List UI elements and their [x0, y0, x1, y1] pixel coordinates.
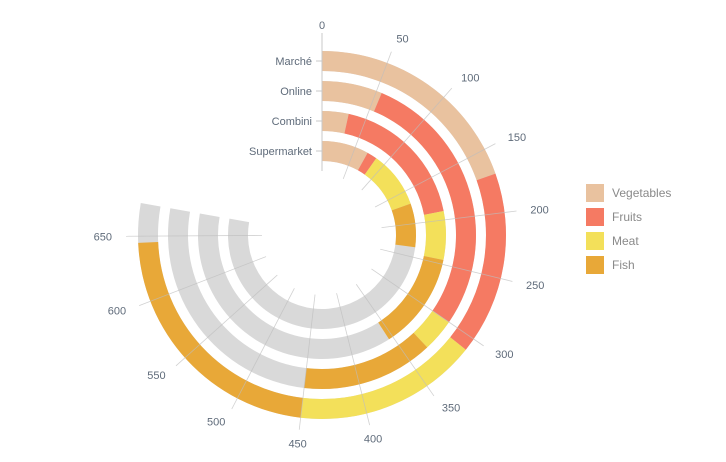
tick-label-350: 350 — [442, 402, 460, 414]
legend-label-fruits: Fruits — [612, 210, 642, 224]
category-label-combini: Combini — [272, 116, 312, 128]
bar-marché-fish — [138, 241, 303, 418]
grid-spoke-200 — [381, 210, 517, 229]
bar-marché-meat — [300, 337, 466, 420]
tick-label-150: 150 — [508, 132, 526, 144]
grid-spoke-400 — [336, 293, 371, 426]
legend-label-fish: Fish — [612, 258, 635, 272]
bar-online-meat — [413, 310, 449, 348]
tick-label-250: 250 — [526, 280, 544, 292]
legend-swatch-meat — [586, 232, 604, 250]
tick-label-500: 500 — [207, 416, 225, 428]
grid-spoke-100 — [361, 87, 453, 191]
tick-label-400: 400 — [364, 434, 382, 446]
grid-spoke-450 — [298, 294, 316, 430]
legend-label-vegetables: Vegetables — [612, 186, 671, 200]
tick-label-450: 450 — [288, 439, 306, 451]
grid-spoke-350 — [355, 284, 435, 397]
tick-label-550: 550 — [147, 370, 165, 382]
grid-spoke-500 — [231, 288, 295, 410]
bar-supermarket-fruits — [357, 152, 377, 175]
bar-combini-meat — [423, 210, 446, 260]
bar-combini-fruits — [344, 113, 444, 215]
bar-online-fruits — [373, 93, 476, 323]
tick-label-0: 0 — [319, 20, 325, 32]
bar-online-fish — [304, 332, 428, 390]
grid-spoke-300 — [371, 268, 484, 347]
category-label-supermarket: Supermarket — [249, 146, 312, 158]
tick-label-600: 600 — [108, 306, 126, 318]
grid-spoke-650 — [125, 234, 263, 237]
tick-label-50: 50 — [396, 34, 408, 46]
legend-label-meat: Meat — [612, 234, 639, 248]
category-label-online: Online — [280, 86, 312, 98]
tick-label-650: 650 — [94, 231, 112, 243]
tick-label-200: 200 — [530, 204, 548, 216]
grid-spoke-250 — [380, 248, 513, 282]
bar-combini-vegetables — [322, 110, 349, 134]
bar-marché-fruits — [450, 173, 507, 350]
grid-spoke-150 — [374, 143, 496, 208]
bar-online-vegetables — [322, 81, 382, 112]
bar-supermarket-vegetables — [322, 141, 368, 171]
legend-swatch-vegetables — [586, 184, 604, 202]
legend-swatch-fish — [586, 256, 604, 274]
grid-spoke-600 — [139, 256, 267, 306]
grid-spoke-50 — [342, 51, 392, 180]
legend-swatch-fruits — [586, 208, 604, 226]
tick-label-300: 300 — [495, 349, 513, 361]
tick-label-100: 100 — [461, 73, 479, 85]
bar-marché-vegetables — [322, 51, 496, 181]
bar-combini-fish — [378, 255, 444, 340]
bar-supermarket-meat — [364, 158, 411, 211]
grid-spoke-550 — [175, 274, 278, 367]
category-label-marché: Marché — [275, 56, 312, 68]
bar-supermarket-fish — [391, 203, 417, 248]
